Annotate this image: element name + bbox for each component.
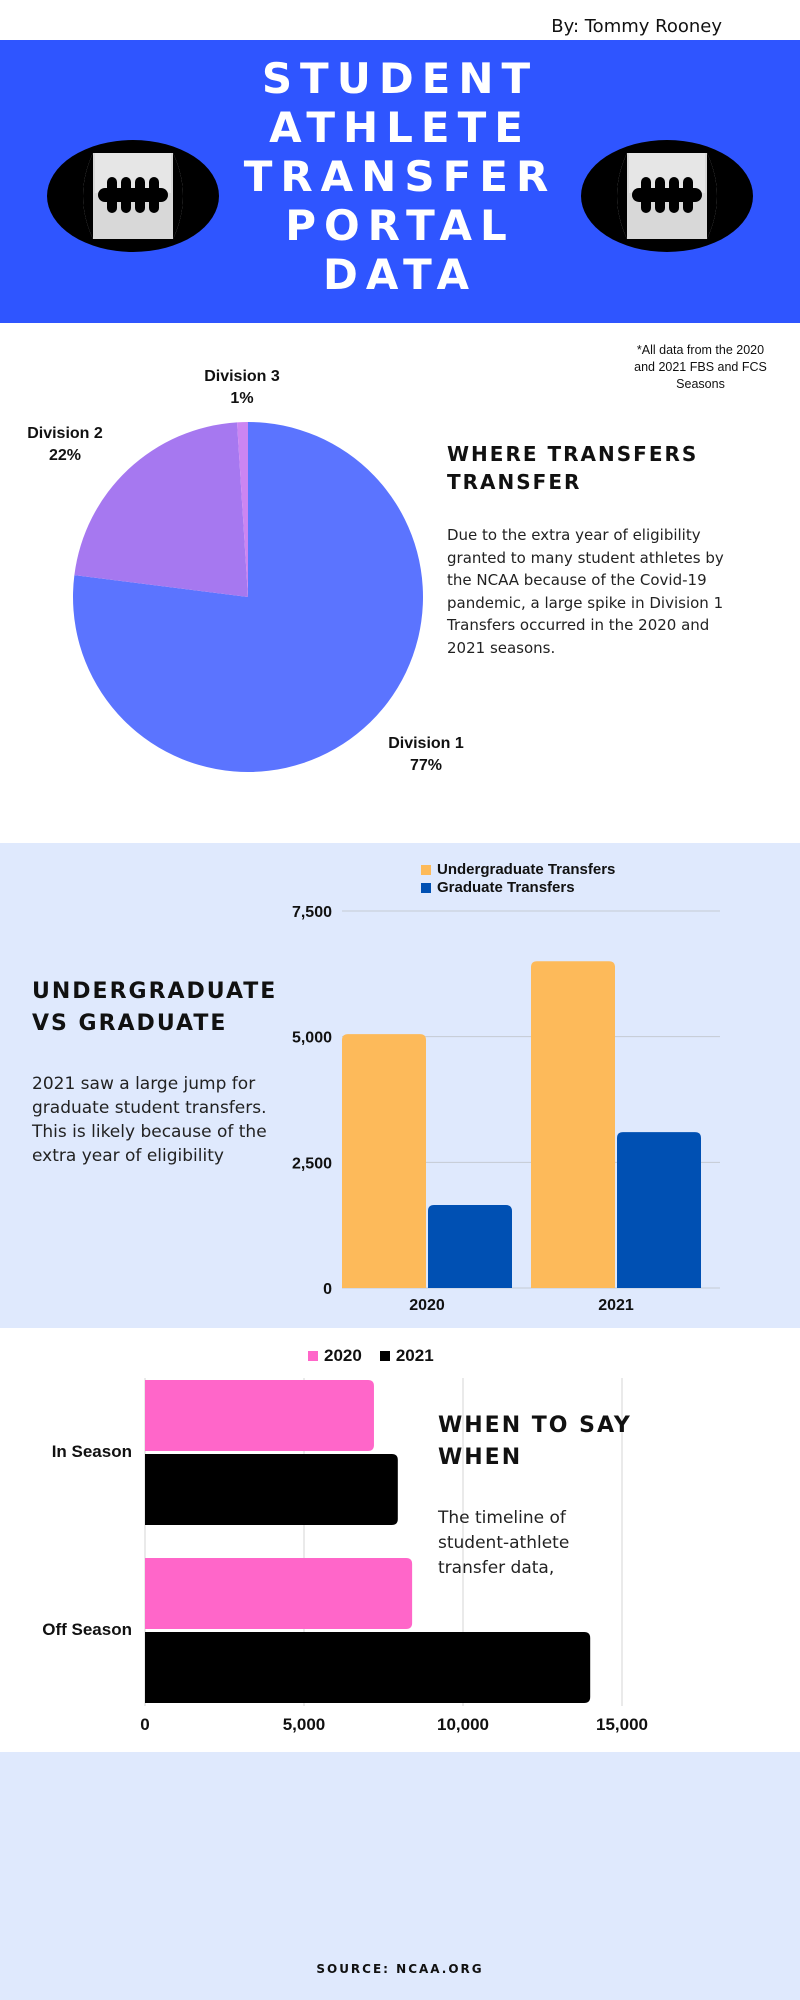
- pie-label-name: Division 3: [204, 368, 280, 385]
- x-tick-label: 0: [140, 1715, 149, 1734]
- pie-slice-division-1: [73, 422, 424, 772]
- where-heading: WHERE TRANSFERS TRANSFER: [447, 442, 699, 494]
- football-icon: [581, 140, 753, 252]
- title-line: ATHLETE: [269, 103, 531, 152]
- title-line: STUDENT: [261, 54, 539, 103]
- pie-label-value: 1%: [230, 390, 254, 407]
- hbar-chart-legend: 2020 2021: [308, 1346, 434, 1366]
- title-line: PORTAL: [285, 201, 515, 250]
- bar-chart-legend: Undergraduate Transfers Graduate Transfe…: [421, 861, 615, 897]
- title-line: TRANSFER: [243, 152, 557, 201]
- pie-chart: [73, 422, 424, 772]
- data-note: *All data from the 2020 and 2021 FBS and…: [634, 343, 767, 391]
- when-text: The timeline of student-athlete transfer…: [438, 1508, 570, 1578]
- legend-item-2021: 2021: [379, 1346, 434, 1366]
- pie-slice-division-2: [74, 422, 248, 597]
- undergrad-text: 2021 saw a large jump for graduate stude…: [32, 1074, 267, 1166]
- legend-swatch: [308, 1351, 318, 1361]
- pie-label-division-2: Division 2 22%: [27, 423, 103, 467]
- x-tick-label: 15,000: [596, 1715, 648, 1734]
- legend-label: Graduate Transfers: [437, 879, 575, 896]
- legend-item-2020: 2020: [308, 1346, 362, 1366]
- football-icon: [47, 140, 219, 252]
- legend-swatch: [421, 865, 431, 875]
- legend-label: 2021: [395, 1346, 434, 1365]
- footer-bg: [0, 1752, 800, 2000]
- legend-label: Undergraduate Transfers: [437, 861, 616, 878]
- legend-item-undergrad: Undergraduate Transfers: [421, 861, 615, 879]
- x-tick-label: 10,000: [437, 1715, 489, 1734]
- undergrad-heading: UNDERGRADUATE VS GRADUATE: [32, 979, 278, 1036]
- when-heading: WHEN TO SAY WHEN: [438, 1413, 632, 1470]
- legend-item-graduate: Graduate Transfers: [421, 879, 615, 897]
- legend-label: 2020: [324, 1346, 362, 1365]
- hbar-2020-in-season: [145, 1380, 374, 1451]
- where-text: Due to the extra year of eligibility gra…: [447, 526, 724, 657]
- title-line: DATA: [322, 250, 477, 299]
- pie-label-division-1: Division 1 77%: [388, 733, 464, 777]
- legend-swatch: [421, 883, 431, 893]
- legend-swatch: [379, 1351, 390, 1361]
- source-credit: SOURCE: NCAA.ORG: [316, 1962, 484, 1976]
- y-category-label: In Season: [52, 1442, 132, 1461]
- pie-label-name: Division 1: [388, 735, 464, 752]
- pie-label-name: Division 2: [27, 425, 103, 442]
- hbar-2021-in-season: [145, 1454, 398, 1525]
- pie-label-division-3: Division 3 1%: [204, 366, 280, 410]
- author-credit: By: Tommy Rooney: [551, 16, 722, 37]
- hbar-2020-off-season: [145, 1558, 413, 1629]
- y-category-label: Off Season: [42, 1620, 132, 1639]
- x-tick-label: 5,000: [283, 1715, 326, 1734]
- page-title: STUDENT ATHLETE TRANSFER PORTAL DATA: [200, 54, 600, 299]
- hbar-2021-off-season: [145, 1632, 591, 1703]
- pie-label-value: 22%: [48, 447, 82, 464]
- header-banner: STUDENT ATHLETE TRANSFER PORTAL DATA: [0, 40, 800, 323]
- pie-slice-division-3: [237, 422, 248, 597]
- pie-label-value: 77%: [409, 757, 443, 774]
